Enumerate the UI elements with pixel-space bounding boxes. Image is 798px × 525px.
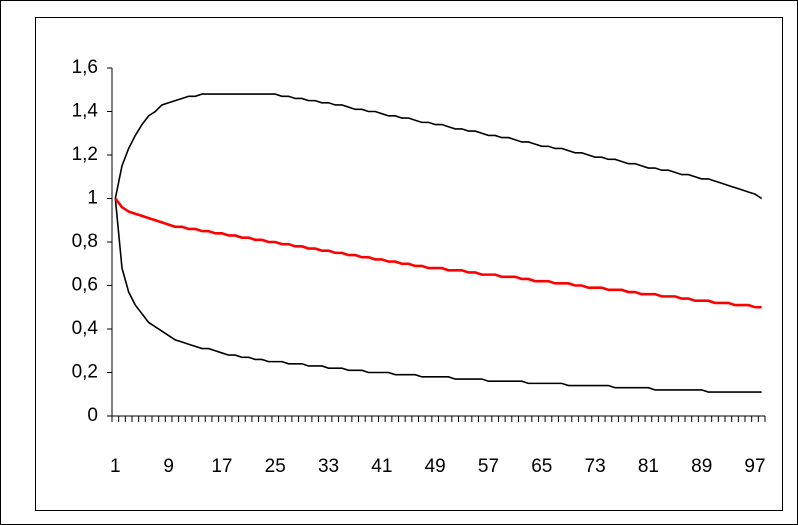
y-tick-label: 1,6 (72, 57, 98, 78)
y-tick-label: 0,4 (72, 318, 99, 339)
y-tick-label: 0,2 (72, 362, 98, 383)
x-tick-label: 9 (163, 456, 174, 477)
x-tick-label: 17 (211, 456, 232, 477)
x-tick-label: 57 (478, 456, 499, 477)
y-tick-label: 0,8 (72, 231, 98, 252)
y-tick-label: 1,2 (72, 144, 98, 165)
y-tick-label: 1 (87, 188, 98, 209)
x-tick-label: 89 (691, 456, 712, 477)
x-tick-label: 73 (585, 456, 606, 477)
x-tick-label: 81 (638, 456, 659, 477)
x-tick-label: 1 (110, 456, 121, 477)
y-tick-label: 0,6 (72, 275, 98, 296)
y-tick-label: 1,4 (72, 101, 99, 122)
x-tick-label: 25 (265, 456, 286, 477)
x-tick-label: 49 (425, 456, 446, 477)
y-tick-label: 0 (87, 405, 98, 426)
line-series (114, 93, 763, 200)
line-series (114, 198, 762, 393)
x-tick-label: 97 (744, 456, 765, 477)
x-tick-label: 33 (318, 456, 339, 477)
chart-frame (35, 17, 783, 511)
x-tick-label: 41 (371, 456, 392, 477)
x-tick-label: 65 (531, 456, 552, 477)
line-series (114, 197, 762, 309)
